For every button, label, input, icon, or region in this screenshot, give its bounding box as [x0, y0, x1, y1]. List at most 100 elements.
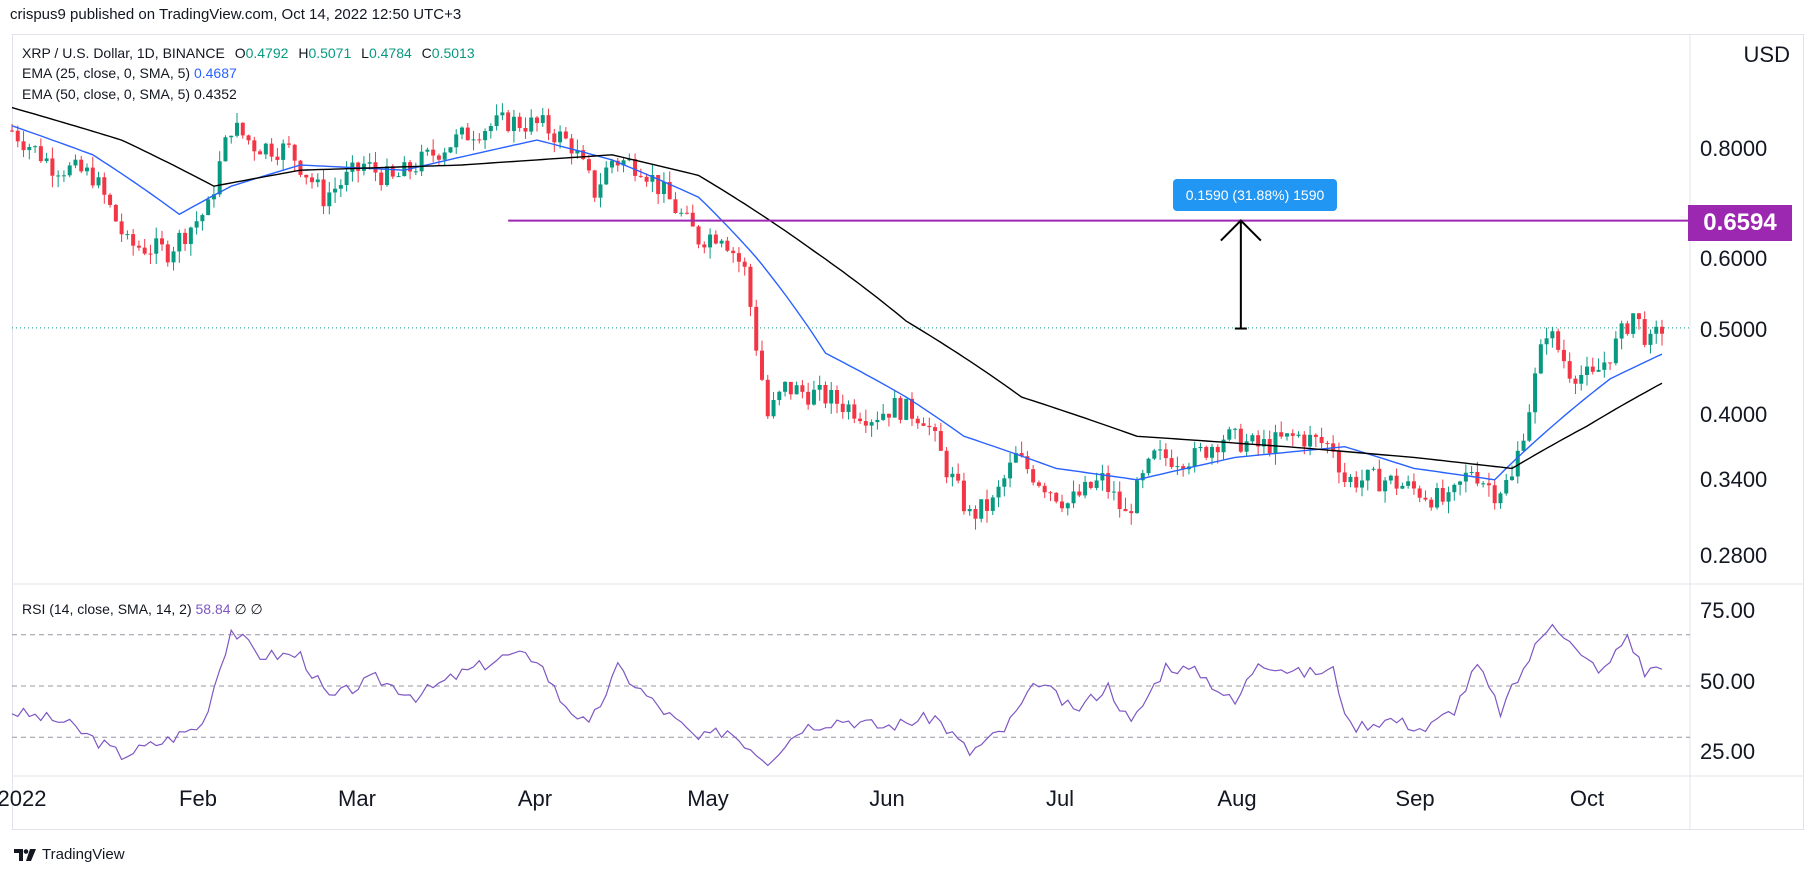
candle-body — [742, 261, 747, 267]
candle-body — [356, 162, 361, 171]
candle-body — [1013, 453, 1018, 463]
candle-body — [1521, 440, 1526, 451]
candle-body — [315, 179, 320, 183]
candle-body — [263, 143, 268, 155]
candle-body — [523, 128, 528, 132]
candle-body — [292, 144, 297, 161]
candle-body — [1192, 448, 1197, 467]
level-price-badge[interactable]: 0.6594 — [1688, 205, 1792, 241]
low-key: L — [361, 45, 369, 61]
candle-body — [385, 166, 389, 186]
candle-body — [1031, 469, 1036, 483]
candle-body — [863, 421, 868, 426]
ema50-label[interactable]: EMA (50, close, 0, SMA, 5) — [22, 86, 191, 102]
candle-body — [1048, 492, 1053, 494]
price-tick: 0.5000 — [1700, 317, 1768, 342]
candle-body — [1181, 466, 1186, 470]
candle-body — [1510, 476, 1514, 480]
candle-body — [1388, 475, 1393, 481]
candle-body — [1377, 468, 1382, 492]
candle-body — [1123, 509, 1128, 512]
tradingview-logo-text: TradingView — [42, 846, 125, 863]
candle-body — [985, 499, 989, 511]
candle-body — [535, 117, 539, 124]
candle-body — [1198, 446, 1203, 449]
candle-body — [719, 240, 724, 244]
low-value: 0.4784 — [368, 45, 412, 61]
candle-body — [1296, 434, 1301, 436]
candle-body — [1175, 466, 1180, 468]
candle-body — [1417, 488, 1422, 498]
candle-body — [713, 234, 718, 244]
candle-body — [846, 404, 851, 412]
candle-body — [1163, 449, 1168, 459]
candle-body — [558, 131, 563, 143]
candle-body — [1221, 439, 1226, 453]
candle-body — [471, 139, 476, 141]
rsi-value: 58.84 — [195, 601, 231, 617]
chart-frame — [12, 34, 1804, 830]
candle-body — [811, 389, 816, 405]
ema25-legend-row: EMA (25, close, 0, SMA, 5) 0.4687 — [22, 64, 237, 82]
candle-body — [1619, 323, 1624, 339]
time-tick: Mar — [338, 786, 376, 811]
candle-body — [875, 419, 880, 423]
candle-body — [1238, 428, 1243, 452]
candle-body — [131, 234, 136, 246]
currency-label[interactable]: USD — [1743, 42, 1790, 67]
candle-body — [1458, 481, 1463, 485]
candle-body — [171, 251, 176, 263]
candle-body — [921, 423, 926, 426]
candle-body — [817, 384, 822, 390]
price-legend-row: XRP / U.S. Dollar, 1D, BINANCE O0.4792 H… — [22, 44, 475, 62]
high-value: 0.5071 — [308, 45, 352, 61]
candle-body — [1290, 433, 1295, 436]
candle-body — [886, 413, 891, 418]
time-tick: Aug — [1217, 786, 1257, 811]
candle-body — [944, 450, 949, 478]
candle-body — [1204, 446, 1209, 458]
candle-body — [465, 127, 470, 141]
candle-body — [979, 499, 984, 519]
candle-body — [90, 167, 95, 186]
candle-body — [1400, 485, 1405, 489]
candle-body — [79, 159, 84, 172]
candle-body — [1273, 432, 1278, 454]
candle-body — [1308, 434, 1313, 447]
time-tick: Apr — [517, 786, 553, 811]
candle-body — [15, 130, 20, 142]
ema50-line — [11, 106, 1663, 470]
close-key: C — [421, 45, 432, 61]
candle-body — [1036, 482, 1041, 486]
candle-body — [1129, 511, 1134, 514]
candle-body — [488, 126, 493, 132]
candle-body — [379, 172, 384, 186]
tradingview-logo[interactable]: TradingView — [14, 846, 125, 863]
candle-body — [286, 143, 291, 145]
candle-body — [1094, 480, 1099, 488]
candle-body — [177, 232, 182, 252]
rsi-label[interactable]: RSI (14, close, SMA, 14, 2) — [22, 601, 192, 617]
candle-body — [108, 194, 113, 205]
candle-body — [760, 350, 764, 380]
candle-body — [10, 130, 14, 132]
candle-body — [540, 115, 545, 124]
rsi-legend-row: RSI (14, close, SMA, 14, 2) 58.84 ∅ ∅ — [22, 600, 263, 618]
measure-label-badge[interactable]: 0.1590 (31.88%) 1590 — [1173, 179, 1337, 211]
candle-body — [1371, 468, 1376, 470]
candle-body — [1336, 451, 1341, 473]
candle-body — [869, 422, 874, 426]
candle-body — [1486, 483, 1491, 486]
symbol-label[interactable]: XRP / U.S. Dollar, 1D, BINANCE — [22, 45, 225, 61]
candle-body — [500, 112, 505, 116]
candle-body — [1088, 481, 1093, 488]
candle-body — [961, 480, 966, 512]
candle-body — [1435, 487, 1439, 508]
candle-body — [1244, 441, 1249, 452]
candle-body — [1654, 326, 1659, 334]
ema25-label[interactable]: EMA (25, close, 0, SMA, 5) — [22, 65, 191, 81]
candle-body — [1100, 473, 1105, 481]
candle-body — [933, 427, 938, 432]
candle-body — [748, 266, 753, 307]
